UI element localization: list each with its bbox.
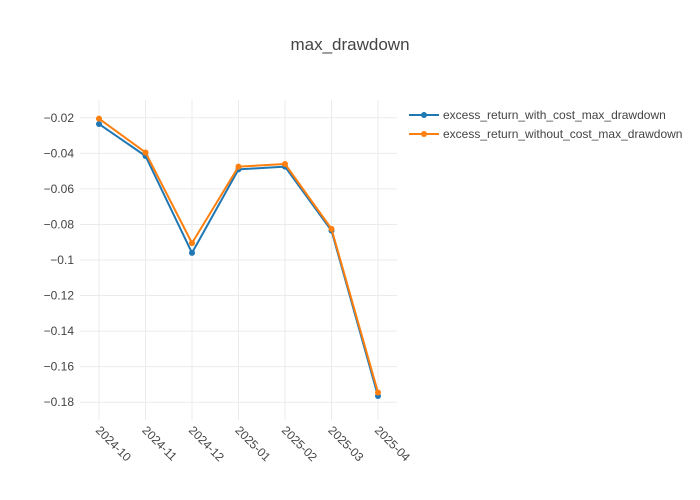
- x-tick-label: 2024-10: [93, 423, 134, 464]
- series-group: [96, 115, 381, 399]
- y-tick-label: −0.06: [44, 182, 75, 196]
- data-point[interactable]: [96, 121, 102, 127]
- data-point[interactable]: [96, 115, 102, 122]
- data-point[interactable]: [189, 240, 195, 247]
- legend-marker: [421, 131, 427, 137]
- y-tick-label: −0.04: [44, 146, 75, 160]
- x-axis: 2024-10 2024-11 2024-12 2025-01 2025-02 2025-…: [93, 423, 413, 464]
- x-tick-label: 2025-03: [325, 423, 366, 464]
- y-tick-label: −0.12: [44, 289, 75, 303]
- x-tick-label: 2024-12: [186, 423, 227, 464]
- legend-item[interactable]: excess_return_with_cost_max_drawdown: [409, 108, 666, 122]
- y-tick-label: −0.16: [44, 360, 75, 374]
- legend-label: excess_return_with_cost_max_drawdown: [443, 108, 666, 122]
- legend-marker: [421, 112, 427, 118]
- x-tick-label: 2025-04: [372, 423, 413, 464]
- y-tick-label: −0.18: [44, 395, 75, 409]
- y-tick-label: −0.1: [50, 253, 74, 267]
- data-point[interactable]: [375, 389, 381, 396]
- y-axis: −0.02 −0.04 −0.06 −0.08 −0.1 −0.12 −0.14 −0.16 −…: [44, 111, 75, 409]
- grid: [80, 100, 397, 420]
- data-point[interactable]: [282, 161, 288, 167]
- data-point[interactable]: [328, 225, 335, 232]
- x-tick-label: 2025-01: [232, 423, 273, 464]
- x-tick-label: 2025-02: [279, 423, 320, 464]
- y-tick-label: −0.02: [44, 111, 75, 125]
- chart-title: max_drawdown: [290, 35, 409, 54]
- y-tick-label: −0.08: [44, 217, 75, 231]
- data-point[interactable]: [235, 163, 242, 170]
- data-point[interactable]: [189, 249, 195, 256]
- x-tick-label: 2024-11: [139, 423, 180, 464]
- legend-item[interactable]: excess_return_without_cost_max_drawdown: [409, 127, 682, 141]
- series-2: [96, 115, 381, 396]
- y-tick-label: −0.14: [44, 324, 75, 338]
- legend[interactable]: excess_return_with_cost_max_drawdownexce…: [409, 108, 682, 141]
- legend-label: excess_return_without_cost_max_drawdown: [443, 127, 682, 141]
- data-point[interactable]: [142, 149, 149, 156]
